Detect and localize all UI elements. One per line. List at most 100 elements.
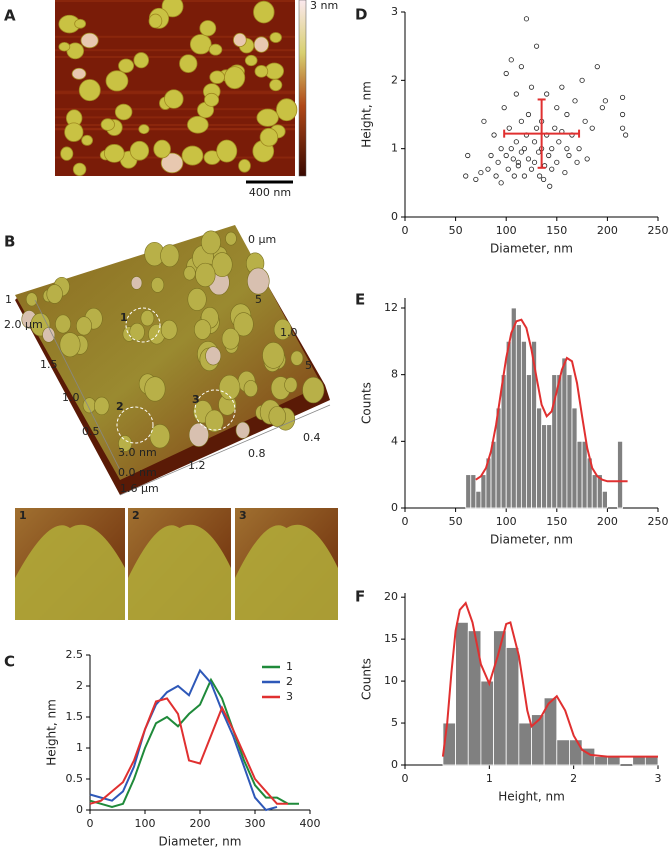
bump	[225, 231, 237, 246]
particle	[199, 20, 217, 37]
axis-label-3d: 0 µm	[248, 233, 276, 246]
bar	[505, 647, 520, 766]
particle	[244, 54, 258, 67]
bar	[500, 374, 507, 509]
point	[506, 125, 512, 131]
axis-label-3d: 1.6 µm	[120, 482, 159, 495]
scale-bar-label: 400 nm	[249, 186, 291, 199]
particle	[64, 122, 84, 142]
bump	[211, 252, 233, 278]
point	[536, 173, 543, 179]
axis-label-3d: 1.0	[280, 326, 298, 339]
point	[564, 146, 570, 152]
point	[501, 105, 507, 111]
point	[503, 152, 509, 159]
point	[579, 77, 585, 83]
bar	[515, 324, 522, 509]
x-axis-title: Diameter, nm	[490, 533, 573, 547]
particle	[148, 13, 163, 29]
bar	[531, 714, 545, 766]
point	[498, 180, 504, 186]
particle	[100, 118, 115, 131]
point	[481, 118, 487, 124]
particle	[209, 70, 225, 84]
axis-line	[119, 404, 331, 496]
point	[518, 118, 524, 124]
y-tick-label: 15	[384, 632, 398, 645]
colorbar	[298, 0, 307, 177]
y-tick-label: 0	[76, 803, 83, 816]
legend-label: 3	[286, 690, 293, 703]
bar	[591, 474, 598, 509]
bump	[233, 312, 254, 337]
point	[549, 166, 555, 172]
y-axis-title: Height, nm	[360, 81, 374, 148]
bump	[187, 287, 207, 311]
y-tick-label: 1	[76, 741, 83, 754]
axis-label-3d: 0.5	[82, 425, 100, 438]
point	[619, 111, 626, 118]
surface-particles	[21, 230, 325, 452]
y-tick-label: 0	[391, 210, 398, 223]
axis-label-3d: 5	[305, 359, 312, 372]
point	[518, 149, 524, 155]
point	[549, 146, 555, 152]
x-tick-label: 100	[135, 817, 156, 830]
point	[463, 173, 469, 179]
y-tick-label: 8	[391, 368, 398, 381]
x-tick-label: 200	[190, 817, 211, 830]
panel-letter: F	[355, 588, 365, 606]
y-tick-label: 0	[391, 758, 398, 771]
axis-label-3d: 3.0 nm	[118, 446, 157, 459]
x-tick-label: 0	[402, 772, 409, 785]
axis-label-3d: 1	[5, 293, 12, 306]
x-tick-label: 200	[597, 224, 618, 237]
bump	[268, 406, 286, 427]
fit-line	[475, 318, 628, 483]
y-tick-label: 12	[384, 301, 398, 314]
particle	[138, 124, 150, 135]
panel-letter: D	[355, 6, 367, 24]
point	[531, 139, 538, 145]
point	[525, 111, 532, 118]
particle	[269, 78, 283, 92]
x-axis-title: Diameter, nm	[159, 835, 242, 849]
y-tick-label: 3	[391, 5, 398, 18]
bump	[93, 396, 110, 416]
point	[485, 166, 491, 172]
x-axis-title: Height, nm	[498, 790, 565, 804]
streak	[55, 35, 295, 38]
bump	[183, 266, 196, 281]
bump	[218, 374, 241, 401]
x-tick-label: 100	[496, 515, 517, 528]
bump	[160, 244, 180, 268]
bar	[561, 357, 568, 509]
bump	[130, 276, 143, 290]
line	[89, 677, 299, 808]
particle	[204, 92, 220, 107]
x-tick-label: 200	[597, 515, 618, 528]
panel-letter: A	[4, 7, 16, 25]
particle	[189, 34, 212, 55]
x-tick-label: 400	[300, 817, 321, 830]
y-axis-title: Counts	[360, 382, 374, 424]
x-tick-label: 2	[570, 772, 577, 785]
bump	[221, 328, 240, 350]
particle	[224, 66, 246, 90]
point	[491, 132, 497, 138]
point	[510, 156, 516, 162]
legend-label: 2	[286, 675, 293, 688]
bump	[76, 316, 92, 336]
point	[505, 166, 511, 172]
inset-particle	[235, 524, 338, 620]
y-tick-label: 2.5	[66, 648, 84, 661]
bar	[594, 756, 608, 766]
point	[541, 176, 547, 183]
bar	[505, 340, 512, 509]
particle	[74, 18, 87, 29]
axis-label-3d: 2.0 µm	[4, 318, 43, 331]
particle	[105, 70, 129, 92]
inset-particle	[15, 524, 125, 620]
point	[556, 139, 562, 145]
